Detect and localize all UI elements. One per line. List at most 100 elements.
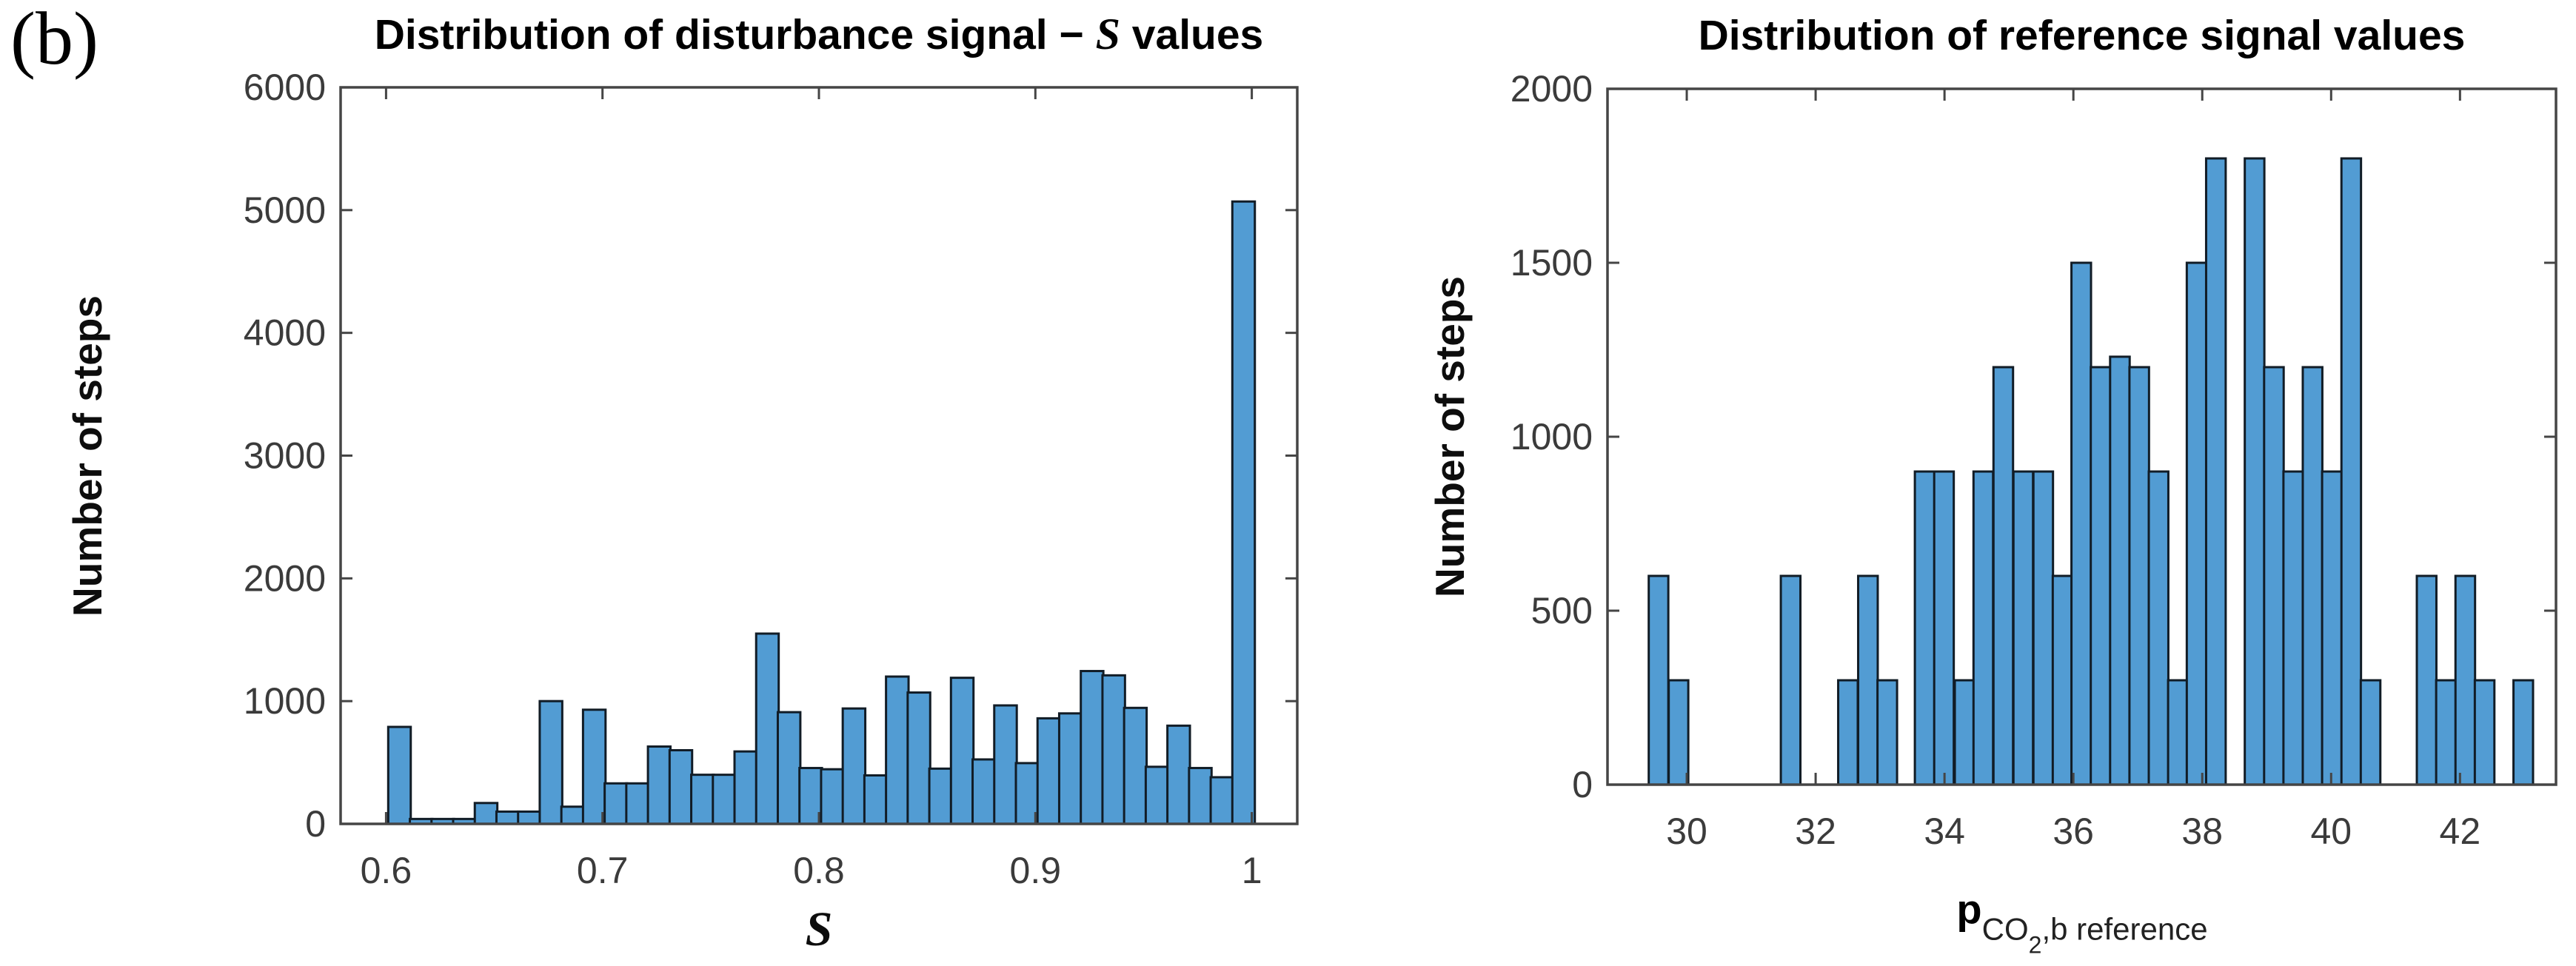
histogram-bar [1972,470,1995,786]
right-chart-title: Distribution of reference signal values [1608,12,2556,61]
left-chart-title: Distribution of disturbance signal − S v… [341,9,1297,60]
histogram-bar [2415,574,2438,786]
histogram-bar [538,700,563,825]
histogram-bar [646,745,672,825]
y-tick-label: 1000 [1511,416,1593,457]
histogram-bar [2244,157,2266,786]
histogram-bar [2051,574,2074,786]
histogram-bar [2070,261,2092,786]
histogram-bar [1647,574,1670,786]
histogram-bar [1188,767,1213,825]
histogram-bar [733,750,758,825]
histogram-bar [1036,717,1062,825]
histogram-bar [2340,157,2363,786]
right-chart-xlabel: pCO2,b reference [1956,885,2207,959]
histogram-bar [603,782,629,825]
y-tick-label: 3000 [244,435,326,477]
histogram-bar [971,758,997,825]
histogram-bar [2109,355,2131,786]
y-tick-label: 2000 [244,557,326,599]
x-tick-label: 0.6 [361,850,412,891]
x-tick-label: 42 [2440,811,2481,852]
histogram-bar [2185,261,2208,786]
histogram-bar [517,810,542,825]
histogram-bar [690,774,715,825]
histogram-bar [581,708,607,825]
histogram-bar [2128,366,2150,786]
left-chart-ylabel: Number of steps [64,295,110,617]
figure-label: (b) [10,0,98,81]
histogram-bar [2454,574,2477,786]
y-tick-label: 0 [1572,764,1593,805]
histogram-bar [2167,679,2189,786]
histogram-bar [776,711,802,825]
histogram-bar [1857,574,1879,786]
histogram-bar [1080,670,1105,825]
x-tick-label: 0.9 [1010,850,1062,891]
y-tick-label: 0 [305,803,326,845]
y-tick-label: 1000 [244,680,326,722]
histogram-bar [1231,200,1257,825]
histogram-bar [560,805,586,825]
histogram-bar [2032,470,2055,786]
title-text: Distribution of reference signal values [1698,12,2466,59]
xlabel-symbol: p [1956,885,1982,933]
x-tick-label: 0.7 [577,850,629,891]
histogram-bar [625,782,650,825]
plot-box [339,86,1299,825]
histogram-bar [2147,470,2169,786]
left-chart-xlabel: S [805,902,833,956]
histogram-bar [668,749,694,825]
histogram-bar [885,675,910,825]
histogram-bar [2090,366,2112,786]
histogram-bar [2321,470,2344,786]
histogram-bar [841,707,867,825]
x-tick-label: 40 [2310,811,2352,852]
histogram-bar [2301,366,2324,786]
histogram-bar [1057,712,1083,825]
histogram-bar [1166,724,1191,825]
histogram-bar [2263,366,2285,786]
xlabel-subscript: 2 [2028,931,2042,959]
histogram-bar [1144,765,1170,825]
y-tick-label: 4000 [244,312,326,354]
histogram-bar [1779,574,1802,786]
histogram-bar [2012,470,2035,786]
y-tick-label: 1500 [1511,242,1593,284]
histogram-bar [1101,674,1126,825]
histogram-bar [1123,706,1148,825]
histogram-bar [949,677,975,825]
histogram-bar [820,768,845,825]
histogram-bar [1667,679,1690,786]
xlabel-subscript: ,b reference [2041,911,2208,947]
title-text: Distribution of disturbance signal − [374,11,1096,58]
histogram-bar [712,774,737,825]
title-text: values [1120,11,1264,58]
x-tick-label: 0.8 [793,850,845,891]
x-tick-label: 38 [2181,811,2223,852]
y-tick-label: 500 [1531,590,1593,631]
histogram-bar [993,704,1018,825]
title-variable: S [1095,10,1120,58]
y-tick-label: 6000 [244,67,326,108]
histogram-bar [1209,776,1235,825]
histogram-bar [2359,679,2382,786]
histogram-bar [1933,470,1956,786]
histogram-bar [1953,679,1976,786]
histogram-bar [2473,679,2496,786]
x-tick-label: 30 [1666,811,1707,852]
histogram-bar [473,802,499,825]
histogram-bar [387,725,412,825]
x-tick-label: 32 [1795,811,1836,852]
histogram-bar [755,632,780,825]
histogram-bar [863,774,889,825]
histogram-bar [2512,679,2535,786]
histogram-bar [928,767,954,825]
histogram-bar [1837,679,1859,786]
histogram-bar [1876,679,1898,786]
x-tick-label: 34 [1924,811,1965,852]
histogram-bar [495,810,521,825]
y-tick-label: 2000 [1511,68,1593,110]
